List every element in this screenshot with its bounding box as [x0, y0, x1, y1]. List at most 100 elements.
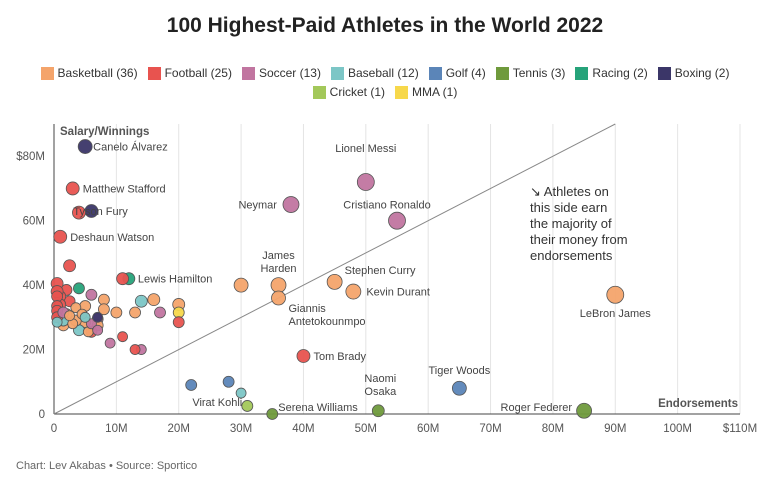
- point-label: Lewis Hamilton: [138, 274, 213, 286]
- data-point: [79, 311, 91, 323]
- point-label: Canelo Álvarez: [93, 141, 168, 154]
- x-tick-label: 90M: [604, 423, 626, 435]
- data-point: [271, 290, 286, 306]
- data-point: [65, 181, 80, 196]
- legend-label: Boxing (2): [674, 66, 730, 80]
- legend-label: MMA (1): [412, 85, 458, 99]
- point-label: Serena Williams: [278, 402, 358, 414]
- legend-swatch: [330, 66, 344, 80]
- data-point: [296, 349, 311, 363]
- data-point: [73, 282, 85, 295]
- data-point: [104, 337, 116, 349]
- x-tick-label: 60M: [417, 423, 439, 435]
- x-tick-label: 10M: [105, 423, 127, 435]
- y-tick-label: 0: [39, 409, 45, 421]
- annotation-line: ↘ Athletes on: [530, 184, 609, 199]
- point-label: Matthew Stafford: [83, 183, 166, 195]
- legend-item: Football (25): [147, 66, 232, 80]
- data-point: [63, 259, 76, 273]
- y-tick-label: 40M: [23, 280, 45, 292]
- data-point: [606, 285, 625, 304]
- data-point: [147, 293, 161, 307]
- data-point: [345, 283, 362, 300]
- data-point: [154, 306, 166, 319]
- legend-item: MMA (1): [395, 85, 457, 99]
- data-point: [72, 205, 86, 220]
- x-tick-label: 100M: [663, 423, 692, 435]
- legend-item: Racing (2): [575, 66, 648, 80]
- data-point: [77, 139, 93, 154]
- legend-label: Basketball (36): [57, 66, 138, 80]
- data-point: [85, 288, 98, 301]
- data-point: [172, 316, 185, 329]
- annotation-line: their money from: [530, 232, 628, 247]
- point-label: Cristiano Ronaldo: [343, 200, 430, 212]
- x-tick-label: 50M: [355, 423, 377, 435]
- y-tick-label: 20M: [23, 345, 45, 357]
- legend-swatch: [575, 66, 589, 80]
- data-point: [117, 331, 128, 343]
- data-point: [134, 294, 148, 308]
- legend-swatch: [241, 66, 255, 80]
- data-point: [116, 272, 129, 286]
- chart-footer: Chart: Lev Akabas • Source: Sportico: [16, 460, 198, 472]
- y-tick-label: $80M: [16, 151, 45, 163]
- data-point: [282, 196, 300, 213]
- data-point: [92, 324, 104, 336]
- point-label: Tiger Woods: [428, 365, 490, 377]
- x-axis-title: Endorsements: [658, 398, 738, 410]
- point-label: Osaka: [364, 386, 397, 398]
- legend-item: Soccer (13): [241, 66, 321, 80]
- legend: Basketball (36) Football (25) Soccer (13) B…: [20, 66, 750, 99]
- point-label: Naomi: [364, 373, 396, 385]
- legend-item: Baseball (12): [330, 66, 419, 80]
- data-point: [51, 316, 63, 328]
- point-label: LeBron James: [580, 308, 651, 320]
- y-tick-label: 60M: [23, 216, 45, 228]
- annotation-line: endorsements: [530, 248, 613, 263]
- x-tick-label: 80M: [542, 423, 564, 435]
- point-label: Neymar: [238, 200, 277, 212]
- data-point: [576, 402, 592, 419]
- legend-label: Soccer (13): [258, 66, 321, 80]
- data-point: [233, 277, 249, 293]
- legend-swatch: [495, 66, 509, 80]
- legend-swatch: [428, 66, 442, 80]
- point-label: Virat Kohli: [192, 397, 242, 409]
- annotation-line: the majority of: [530, 216, 612, 231]
- data-point: [64, 310, 75, 322]
- x-tick-label: $110M: [723, 423, 757, 435]
- point-label: Giannis: [289, 303, 327, 315]
- data-point: [92, 311, 104, 323]
- data-point: [266, 408, 279, 420]
- point-label: Tom Brady: [313, 351, 366, 363]
- x-tick-label: 20M: [168, 423, 190, 435]
- x-tick-label: 30M: [230, 423, 252, 435]
- data-point: [185, 379, 198, 391]
- legend-label: Golf (4): [445, 66, 486, 80]
- data-point: [110, 306, 123, 319]
- legend-swatch: [147, 66, 161, 80]
- data-point: [356, 173, 375, 191]
- y-axis-title: Salary/Winnings: [60, 126, 149, 138]
- data-point: [222, 375, 235, 388]
- data-point: [388, 211, 406, 230]
- point-label: Deshaun Watson: [70, 232, 154, 244]
- legend-item: Boxing (2): [657, 66, 730, 80]
- annotation-line: this side earn: [530, 200, 607, 215]
- legend-label: Tennis (3): [512, 66, 566, 80]
- data-point: [129, 306, 141, 319]
- data-point: [241, 400, 254, 412]
- data-point: [86, 318, 97, 330]
- data-point: [326, 273, 343, 290]
- legend-swatch: [312, 85, 326, 99]
- point-label: Kevin Durant: [366, 287, 430, 299]
- legend-label: Football (25): [164, 66, 232, 80]
- point-label: Stephen Curry: [345, 265, 416, 277]
- point-label: Harden: [260, 263, 296, 275]
- legend-label: Racing (2): [592, 66, 648, 80]
- data-point: [451, 380, 467, 396]
- data-point: [270, 277, 287, 294]
- legend-item: Golf (4): [428, 66, 486, 80]
- data-point: [53, 229, 68, 244]
